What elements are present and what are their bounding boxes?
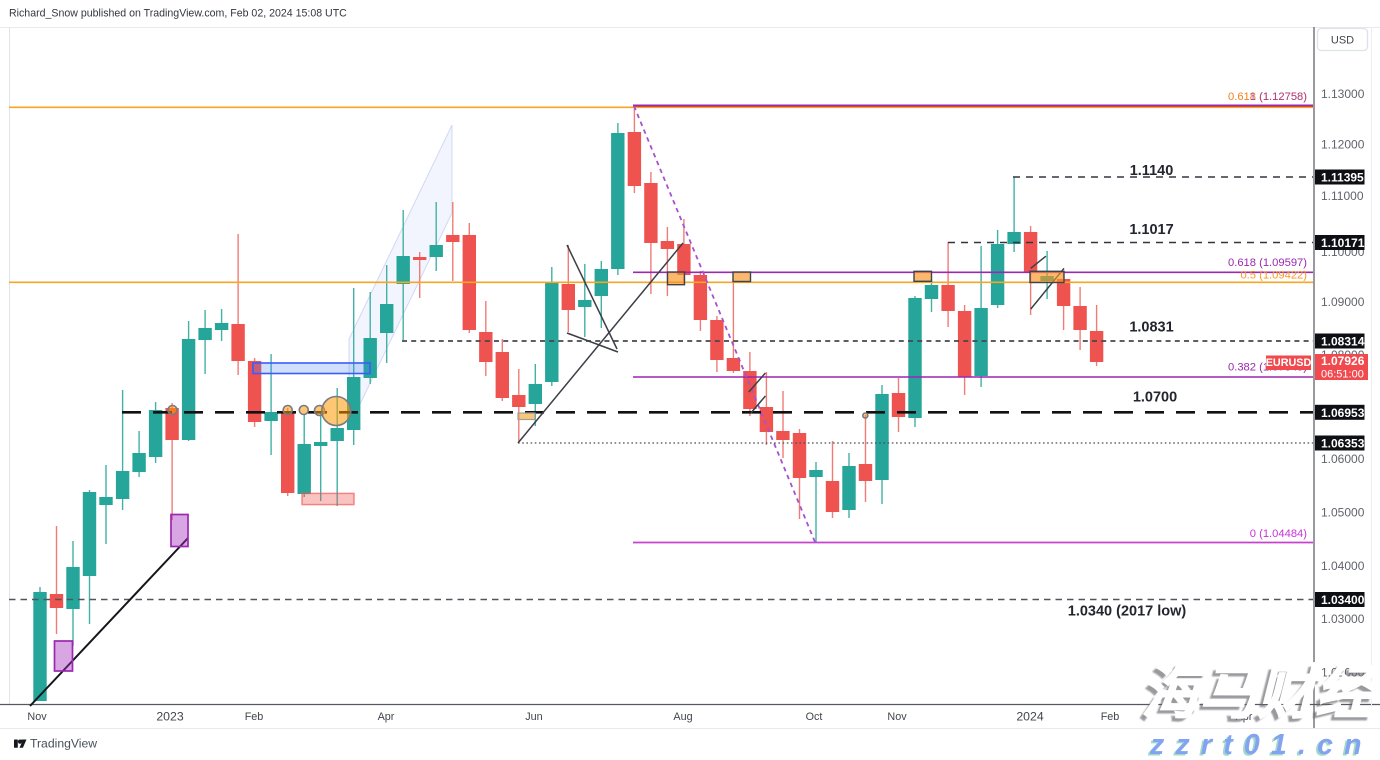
- svg-text:Aug: Aug: [673, 711, 692, 723]
- svg-text:Feb: Feb: [245, 711, 264, 723]
- svg-text:Nov: Nov: [27, 711, 47, 723]
- svg-text:1.12000: 1.12000: [1321, 137, 1365, 151]
- svg-text:海马财经: 海马财经: [1141, 661, 1380, 726]
- svg-text:1.03400: 1.03400: [1321, 593, 1365, 607]
- svg-text:Jun: Jun: [525, 711, 542, 723]
- svg-text:zzrt01.cn: zzrt01.cn: [1149, 729, 1373, 760]
- svg-text:0.618 (1.09597): 0.618 (1.09597): [1228, 257, 1307, 269]
- svg-text:USD: USD: [1331, 35, 1354, 47]
- svg-text:0.5 (1.09422): 0.5 (1.09422): [1240, 270, 1307, 282]
- svg-text:1.04000: 1.04000: [1321, 559, 1365, 573]
- svg-text:1.06353: 1.06353: [1321, 437, 1365, 451]
- svg-text:1.09000: 1.09000: [1321, 295, 1365, 309]
- svg-text:Oct: Oct: [806, 711, 823, 723]
- svg-text:Feb: Feb: [1101, 711, 1120, 723]
- svg-text:1.07926: 1.07926: [1321, 354, 1365, 368]
- svg-text:1.1140: 1.1140: [1130, 163, 1174, 179]
- svg-text:1.02000: 1.02000: [1321, 665, 1365, 679]
- svg-text:1.06953: 1.06953: [1321, 406, 1365, 420]
- svg-text:TradingView: TradingView: [30, 737, 97, 751]
- svg-text:海马财经: 海马财经: [1137, 665, 1376, 730]
- svg-text:0.618 (1.12758): 0.618 (1.12758): [1228, 91, 1307, 103]
- svg-text:1 (1.12758): 1 (1.12758): [1250, 91, 1307, 103]
- svg-text:1.1017: 1.1017: [1129, 222, 1173, 238]
- svg-text:1.05000: 1.05000: [1321, 505, 1365, 519]
- svg-text:EURUSD: EURUSD: [1266, 357, 1312, 369]
- svg-text:1.13000: 1.13000: [1321, 87, 1365, 101]
- svg-text:2023: 2023: [156, 710, 184, 724]
- svg-text:1.08314: 1.08314: [1321, 335, 1365, 349]
- svg-text:1.0340 (2017 low): 1.0340 (2017 low): [1068, 604, 1187, 620]
- svg-text:0 (1.04484): 0 (1.04484): [1250, 528, 1307, 540]
- svg-text:1.0700: 1.0700: [1133, 390, 1177, 406]
- svg-text:1.0831: 1.0831: [1129, 320, 1173, 336]
- svg-text:1.03000: 1.03000: [1321, 612, 1365, 626]
- svg-text:06:51:00: 06:51:00: [1321, 369, 1364, 381]
- svg-text:Apr: Apr: [378, 711, 395, 723]
- svg-text:1.06000: 1.06000: [1321, 452, 1365, 466]
- svg-text:2024: 2024: [1016, 710, 1044, 724]
- svg-text:1.11395: 1.11395: [1321, 171, 1364, 185]
- svg-text:Nov: Nov: [887, 711, 907, 723]
- svg-text:1.10171: 1.10171: [1321, 236, 1365, 250]
- svg-text:1.11000: 1.11000: [1321, 189, 1364, 203]
- svg-text:Richard_Snow published on Trad: Richard_Snow published on TradingView.co…: [9, 8, 347, 20]
- svg-text:Apr: Apr: [1236, 711, 1253, 723]
